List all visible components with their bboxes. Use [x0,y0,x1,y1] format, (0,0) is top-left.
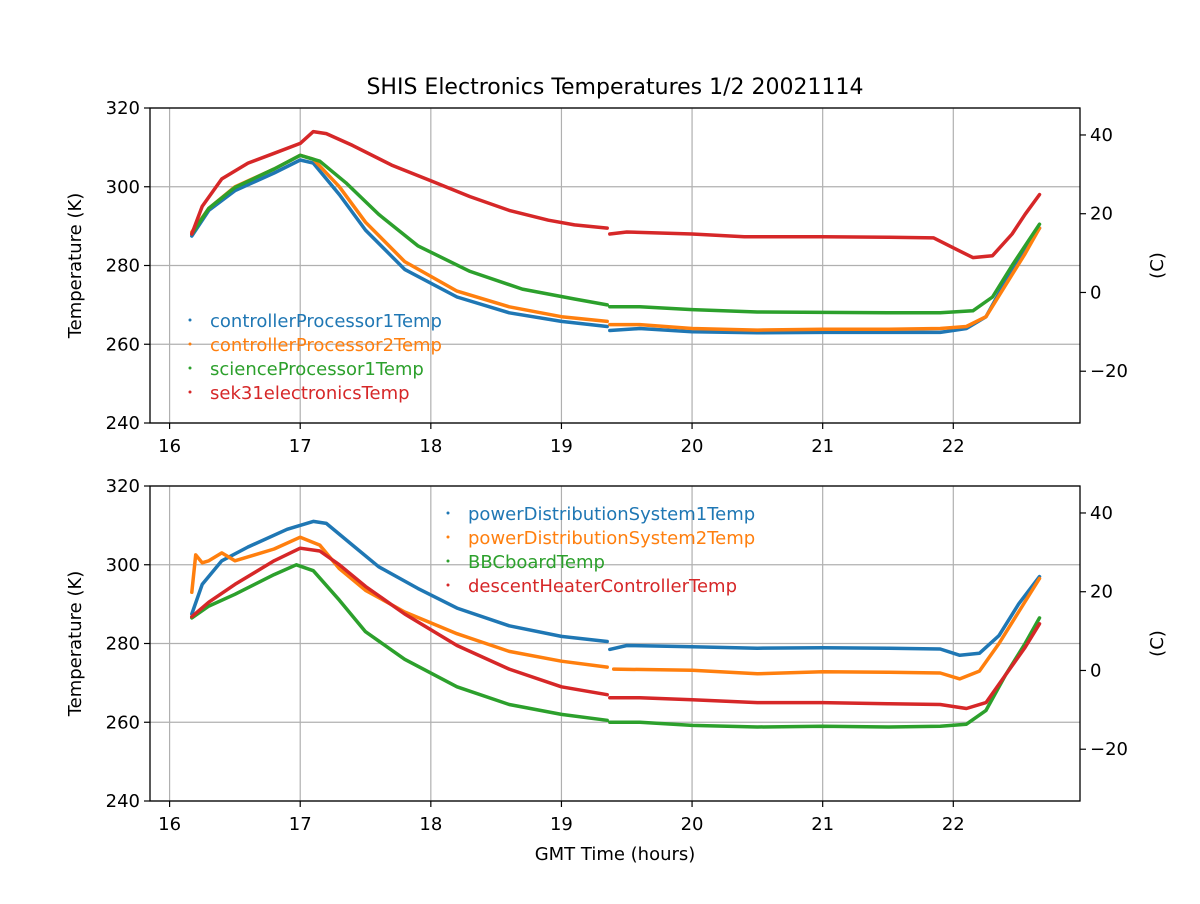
legend-marker [446,511,450,515]
series-group [190,519,1042,729]
x-tick-label: 16 [158,814,181,835]
y-tick-label: 280 [106,256,140,277]
y-tick-label: 260 [106,334,140,355]
y-tick-label: 240 [106,413,140,434]
legend-marker [446,583,450,587]
x-tick-label: 17 [289,814,312,835]
legend-marker [188,390,192,394]
legend-marker [188,366,192,370]
x-axis-label: GMT Time (hours) [535,844,696,865]
y-right-tick-label: 20 [1090,582,1113,603]
top-panel: 16 17 18 19 20 21 22 240 260 280 300 320 −20 0 20 40 Tem… [65,98,1168,457]
x-tick-label: 17 [289,436,312,457]
y-right-tick-label: −20 [1090,739,1128,760]
x-tick-label: 21 [811,436,834,457]
legend-marker [446,535,450,539]
y-tick-label: 240 [106,791,140,812]
y-tick-label: 280 [106,634,140,655]
y-right-axis-label: (C) [1147,630,1168,657]
y-right-tick-label: 20 [1090,204,1113,225]
x-tick-label: 20 [681,814,704,835]
y-tick-label: 320 [106,98,140,119]
x-tick-label: 18 [419,814,442,835]
legend-marker [188,342,192,346]
legend: controllerProcessor1Temp controllerProces… [188,311,442,404]
y-axis-label: Temperature (K) [65,571,86,718]
x-tick-label: 19 [550,814,573,835]
x-tick-label: 19 [550,436,573,457]
y-right-axis-label: (C) [1147,252,1168,279]
legend-label: controllerProcessor2Temp [210,335,442,356]
legend-marker [188,318,192,322]
legend-marker [446,559,450,563]
legend-label: powerDistributionSystem1Temp [468,504,755,525]
legend: powerDistributionSystem1Temp powerDistrib… [446,504,755,597]
x-tick-label: 16 [158,436,181,457]
y-tick-label: 260 [106,712,140,733]
series-line-sek31electronicsTemp [190,129,1042,260]
series-line-descentHeaterControllerTemp [190,546,1042,711]
x-tick-label: 22 [942,436,965,457]
series-group [190,129,1042,335]
x-tick-label: 18 [419,436,442,457]
series-line-powerDistributionSystem1Temp [190,519,1042,658]
legend-label: sek31electronicsTemp [210,383,410,404]
series-line-controllerProcessor1Temp [190,158,1042,335]
x-tick-label: 21 [811,814,834,835]
x-tick-label: 20 [681,436,704,457]
series-line-scienceProcessor1Temp [190,153,1042,315]
x-tick-label: 22 [942,814,965,835]
legend-label: scienceProcessor1Temp [210,359,424,380]
chart-title: SHIS Electronics Temperatures 1/2 200211… [366,75,863,100]
series-line-powerDistributionSystem2Temp [190,535,1042,681]
y-right-tick-label: 40 [1090,503,1113,524]
y-tick-label: 300 [106,555,140,576]
y-right-tick-label: 40 [1090,125,1113,146]
legend-label: descentHeaterControllerTemp [468,576,737,597]
y-axis-label: Temperature (K) [65,193,86,340]
y-right-tick-label: 0 [1090,660,1101,681]
legend-label: powerDistributionSystem2Temp [468,528,755,549]
y-right-tick-label: −20 [1090,361,1128,382]
y-tick-label: 320 [106,476,140,497]
y-right-tick-label: 0 [1090,282,1101,303]
legend-label: BBCboardTemp [468,552,605,573]
legend-label: controllerProcessor1Temp [210,311,442,332]
bottom-panel: 16 17 18 19 20 21 22 240 260 280 300 320 −20 0 20 40 Tem… [65,476,1168,835]
y-tick-label: 300 [106,177,140,198]
